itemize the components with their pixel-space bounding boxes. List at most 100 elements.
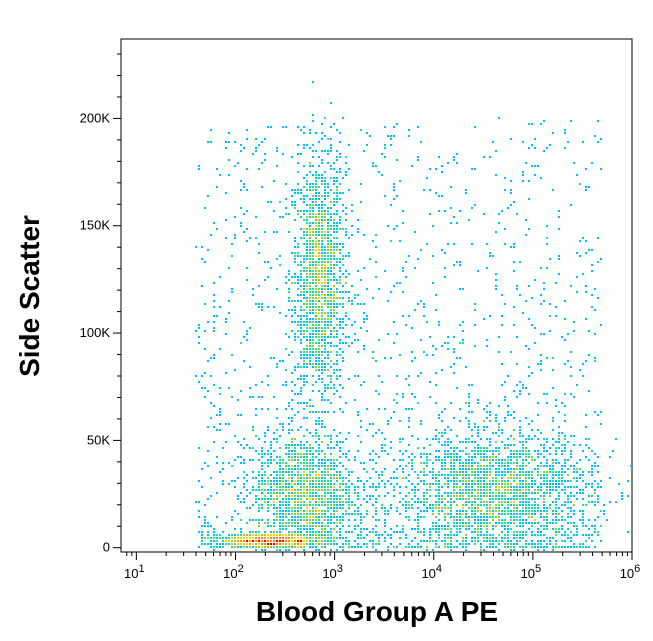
data-point <box>495 456 497 458</box>
data-point <box>315 225 317 227</box>
data-point <box>288 423 290 425</box>
data-point <box>486 405 488 407</box>
data-point <box>267 375 269 377</box>
data-point <box>558 492 560 494</box>
data-point <box>420 531 422 533</box>
data-point <box>480 456 482 458</box>
data-point <box>345 162 347 164</box>
data-point <box>252 459 254 461</box>
data-point <box>432 282 434 284</box>
data-point <box>330 531 332 533</box>
data-point <box>285 381 287 383</box>
data-point <box>561 510 563 512</box>
data-point <box>294 204 296 206</box>
data-point <box>342 504 344 506</box>
data-point <box>342 513 344 515</box>
data-point <box>435 522 437 524</box>
data-point <box>213 330 215 332</box>
data-point <box>291 444 293 446</box>
data-point <box>381 504 383 506</box>
data-point <box>363 345 365 347</box>
data-point <box>504 381 506 383</box>
data-point <box>222 462 224 464</box>
data-point <box>309 357 311 359</box>
data-point <box>321 180 323 182</box>
data-point <box>444 342 446 344</box>
data-point <box>375 276 377 278</box>
data-point <box>414 231 416 233</box>
data-point <box>594 309 596 311</box>
data-point <box>546 489 548 491</box>
data-point <box>312 201 314 203</box>
data-point <box>279 435 281 437</box>
data-point <box>267 261 269 263</box>
data-point <box>471 450 473 452</box>
data-point <box>552 438 554 440</box>
data-point <box>621 498 623 500</box>
data-point <box>441 420 443 422</box>
data-point <box>342 489 344 491</box>
data-point <box>285 465 287 467</box>
data-point <box>285 282 287 284</box>
data-point <box>507 483 509 485</box>
data-point <box>324 462 326 464</box>
data-point <box>420 480 422 482</box>
data-point <box>288 288 290 290</box>
data-point <box>555 405 557 407</box>
data-point <box>327 354 329 356</box>
data-point <box>207 534 209 536</box>
data-point <box>384 444 386 446</box>
data-point <box>207 390 209 392</box>
data-point <box>294 192 296 194</box>
data-point <box>399 180 401 182</box>
data-point <box>573 468 575 470</box>
data-point <box>501 501 503 503</box>
data-point <box>297 537 299 539</box>
data-point <box>522 507 524 509</box>
data-point <box>303 489 305 491</box>
data-point <box>249 327 251 329</box>
data-point <box>585 360 587 362</box>
data-point <box>384 513 386 515</box>
data-point <box>225 147 227 149</box>
data-point <box>306 339 308 341</box>
data-point <box>297 495 299 497</box>
data-point <box>327 531 329 533</box>
data-point <box>588 186 590 188</box>
data-point <box>483 453 485 455</box>
data-point <box>336 213 338 215</box>
data-point <box>519 537 521 539</box>
data-point <box>360 420 362 422</box>
data-point <box>309 495 311 497</box>
data-point <box>609 501 611 503</box>
data-point <box>312 198 314 200</box>
data-point <box>303 303 305 305</box>
data-point <box>318 264 320 266</box>
data-point <box>387 420 389 422</box>
data-point <box>318 252 320 254</box>
data-point <box>528 456 530 458</box>
data-point <box>246 138 248 140</box>
data-point <box>321 159 323 161</box>
data-point <box>261 540 263 542</box>
data-point <box>252 489 254 491</box>
data-point <box>441 495 443 497</box>
data-point <box>513 429 515 431</box>
data-point <box>447 501 449 503</box>
data-point <box>330 207 332 209</box>
data-point <box>312 324 314 326</box>
data-point <box>270 534 272 536</box>
data-point <box>489 492 491 494</box>
data-point <box>309 432 311 434</box>
data-point <box>273 525 275 527</box>
data-point <box>423 315 425 317</box>
data-point <box>570 351 572 353</box>
data-point <box>489 438 491 440</box>
data-point <box>336 177 338 179</box>
data-point <box>528 516 530 518</box>
data-point <box>204 348 206 350</box>
data-point <box>288 432 290 434</box>
data-point <box>240 444 242 446</box>
data-point <box>585 504 587 506</box>
